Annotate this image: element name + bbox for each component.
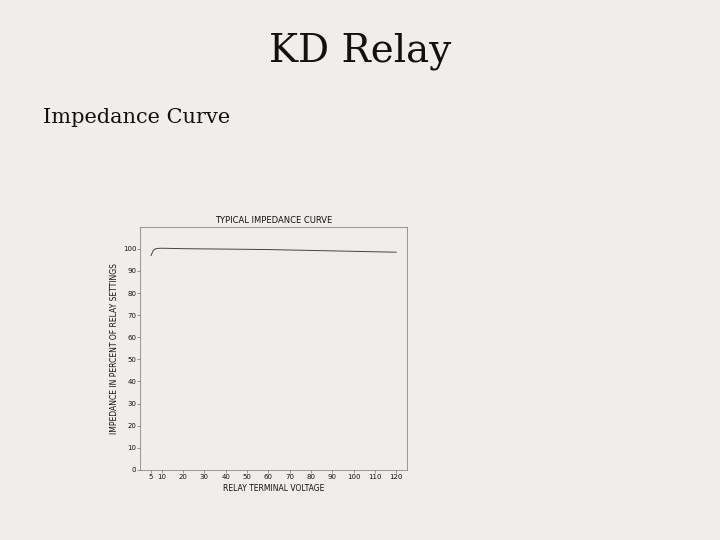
Title: TYPICAL IMPEDANCE CURVE: TYPICAL IMPEDANCE CURVE [215,215,332,225]
Y-axis label: IMPEDANCE IN PERCENT OF RELAY SETTINGS: IMPEDANCE IN PERCENT OF RELAY SETTINGS [109,263,119,434]
X-axis label: RELAY TERMINAL VOLTAGE: RELAY TERMINAL VOLTAGE [223,484,324,493]
Text: KD Relay: KD Relay [269,32,451,70]
Text: Impedance Curve: Impedance Curve [43,108,230,127]
